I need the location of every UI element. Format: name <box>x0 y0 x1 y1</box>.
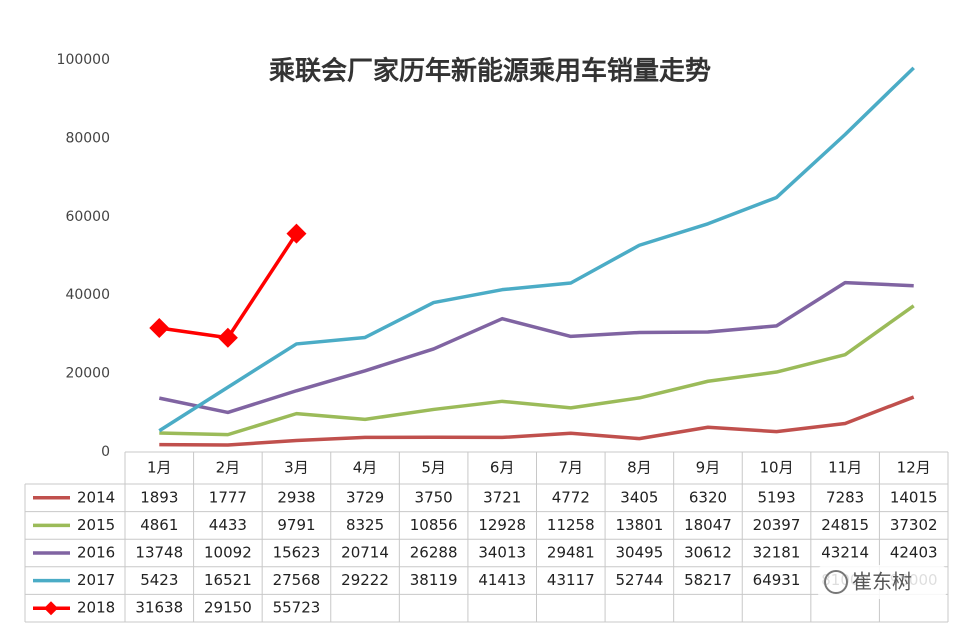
marker <box>149 317 170 338</box>
table-value: 30495 <box>616 544 664 562</box>
marker <box>217 327 238 348</box>
table-value: 31638 <box>135 599 183 617</box>
x-tick-label: 12月 <box>897 459 931 477</box>
table-value: 43214 <box>821 544 869 562</box>
y-tick-label: 0 <box>101 444 110 460</box>
table-value: 16521 <box>204 571 252 589</box>
table-value: 4861 <box>140 516 178 534</box>
table-value: 1893 <box>140 488 178 506</box>
series-line <box>158 280 914 415</box>
table-value: 13748 <box>135 544 183 562</box>
table-value: 20714 <box>341 544 389 562</box>
table-value: 26288 <box>410 544 458 562</box>
series-line <box>159 304 915 437</box>
legend-label: 2018 <box>77 599 115 617</box>
table-value: 13801 <box>616 516 664 534</box>
table-value: 41413 <box>478 571 526 589</box>
series-line <box>159 232 298 340</box>
x-tick-label: 2月 <box>216 459 241 477</box>
x-tick-label: 7月 <box>559 459 584 477</box>
table-value: 64931 <box>753 571 801 589</box>
legend-label: 2015 <box>77 516 115 534</box>
x-tick-label: 3月 <box>284 459 309 477</box>
table-value: 3750 <box>415 488 453 506</box>
legend-label: 2016 <box>77 544 115 562</box>
table-value: 10856 <box>410 516 458 534</box>
x-tick-label: 10月 <box>759 459 793 477</box>
x-tick-label: 8月 <box>627 459 652 477</box>
table-value: 5193 <box>757 488 795 506</box>
table-value: 3721 <box>483 488 521 506</box>
y-tick-label: 40000 <box>65 287 110 303</box>
series-line <box>159 395 915 447</box>
table-value: 27568 <box>273 571 321 589</box>
table-value: 24815 <box>821 516 869 534</box>
table-value: 52744 <box>616 571 664 589</box>
table-value: 1777 <box>209 488 247 506</box>
series-line <box>158 66 915 433</box>
table-value: 6320 <box>689 488 727 506</box>
table-value: 3729 <box>346 488 384 506</box>
table-value: 18047 <box>684 516 732 534</box>
y-tick-label: 60000 <box>65 209 110 225</box>
table-value: 15623 <box>273 544 321 562</box>
table-value: 10092 <box>204 544 252 562</box>
table-value: 4433 <box>209 516 247 534</box>
x-tick-label: 4月 <box>353 459 378 477</box>
table-value: 12928 <box>478 516 526 534</box>
table-value: 11258 <box>547 516 595 534</box>
table-value: 29481 <box>547 544 595 562</box>
table-value: 29150 <box>204 599 252 617</box>
legend-marker <box>44 601 58 616</box>
table-value: 2938 <box>277 488 315 506</box>
marker <box>286 223 307 244</box>
table-value: 38119 <box>410 571 458 589</box>
chart-title: 乘联会厂家历年新能源乘用车销量走势 <box>268 56 711 87</box>
x-tick-label: 9月 <box>696 459 721 477</box>
table-value: 30612 <box>684 544 732 562</box>
x-tick-label: 6月 <box>490 459 515 477</box>
table-value: 43117 <box>547 571 595 589</box>
table-value: 3405 <box>620 488 658 506</box>
table-value: 37302 <box>890 516 938 534</box>
legend-label: 2017 <box>77 571 115 589</box>
y-tick-label: 80000 <box>65 130 110 146</box>
y-tick-label: 100000 <box>57 52 110 68</box>
table-value: 14015 <box>890 488 938 506</box>
table-value: 8325 <box>346 516 384 534</box>
watermark-bg <box>818 565 946 599</box>
table-value: 9791 <box>277 516 315 534</box>
table-value: 7283 <box>826 488 864 506</box>
table-value: 20397 <box>753 516 801 534</box>
table-value: 34013 <box>478 544 526 562</box>
table-value: 4772 <box>552 488 590 506</box>
x-tick-label: 1月 <box>147 459 172 477</box>
y-tick-label: 20000 <box>65 366 110 382</box>
table-value: 55723 <box>273 599 321 617</box>
table-value: 42403 <box>890 544 938 562</box>
table-value: 5423 <box>140 571 178 589</box>
table-value: 32181 <box>753 544 801 562</box>
watermark: 崔东树 <box>852 570 912 594</box>
table-value: 29222 <box>341 571 389 589</box>
x-tick-label: 11月 <box>828 459 862 477</box>
x-tick-label: 5月 <box>421 459 446 477</box>
watermark-icon <box>824 570 848 594</box>
legend-label: 2014 <box>77 488 115 506</box>
table-value: 58217 <box>684 571 732 589</box>
